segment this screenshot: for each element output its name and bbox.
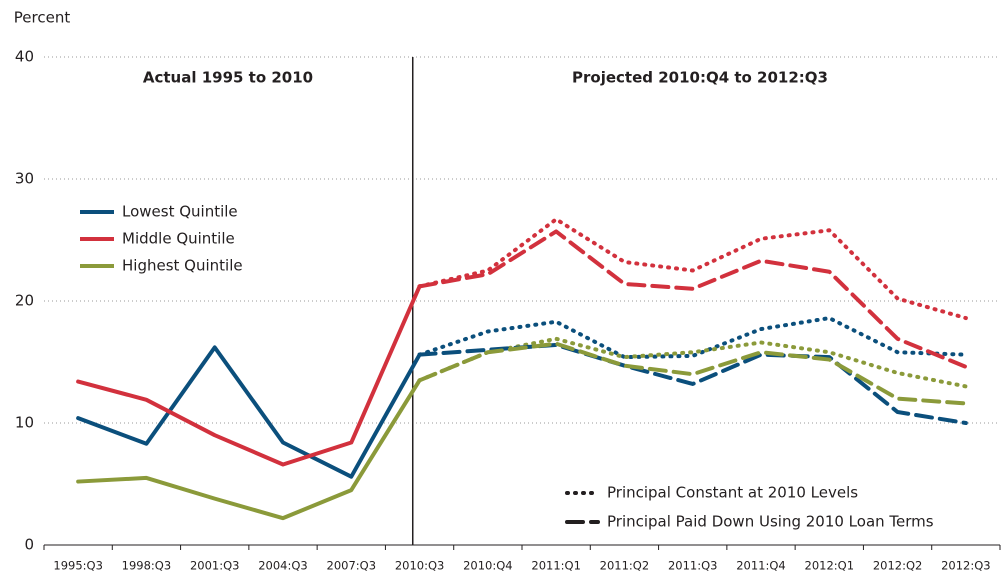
x-tick-label: 1995:Q3 — [53, 559, 103, 573]
x-tick-label: 2012:Q3 — [941, 559, 991, 573]
line — [417, 342, 968, 425]
legend-label: Principal Constant at 2010 Levels — [607, 484, 858, 502]
x-tick-label: 2010:Q3 — [395, 559, 445, 573]
x-tick-label: 1998:Q3 — [122, 559, 172, 573]
y-tick-label: 30 — [15, 170, 34, 188]
x-tick-label: 2007:Q3 — [327, 559, 377, 573]
y-tick-label: 0 — [24, 536, 34, 554]
y-tick-label: 10 — [15, 414, 34, 432]
y-axis-label: Percent — [14, 9, 71, 27]
x-tick-label: 2004:Q3 — [258, 559, 308, 573]
x-tick-label: 2001:Q3 — [190, 559, 240, 573]
line — [76, 284, 422, 467]
legend-label: Highest Quintile — [122, 257, 243, 275]
legend-label: Principal Paid Down Using 2010 Loan Term… — [607, 513, 934, 531]
annotation: Projected 2010:Q4 to 2012:Q3 — [572, 69, 828, 87]
x-tick-label: 2012:Q1 — [805, 559, 855, 573]
x-tick-label: 2011:Q1 — [531, 559, 581, 573]
line — [76, 378, 422, 521]
x-tick-label: 2012:Q2 — [873, 559, 923, 573]
x-tick-label: 2010:Q4 — [463, 559, 513, 573]
legend-label: Middle Quintile — [122, 230, 235, 248]
line — [417, 229, 968, 369]
line — [417, 316, 968, 360]
line — [417, 217, 968, 321]
annotation: Actual 1995 to 2010 — [143, 69, 313, 87]
legend-label: Lowest Quintile — [122, 203, 238, 221]
x-tick-label: 2011:Q3 — [668, 559, 718, 573]
line — [76, 345, 422, 479]
y-tick-label: 40 — [15, 48, 34, 66]
x-tick-label: 2011:Q4 — [736, 559, 786, 573]
x-tick-label: 2011:Q2 — [600, 559, 650, 573]
line — [417, 341, 968, 406]
y-tick-label: 20 — [15, 292, 34, 310]
